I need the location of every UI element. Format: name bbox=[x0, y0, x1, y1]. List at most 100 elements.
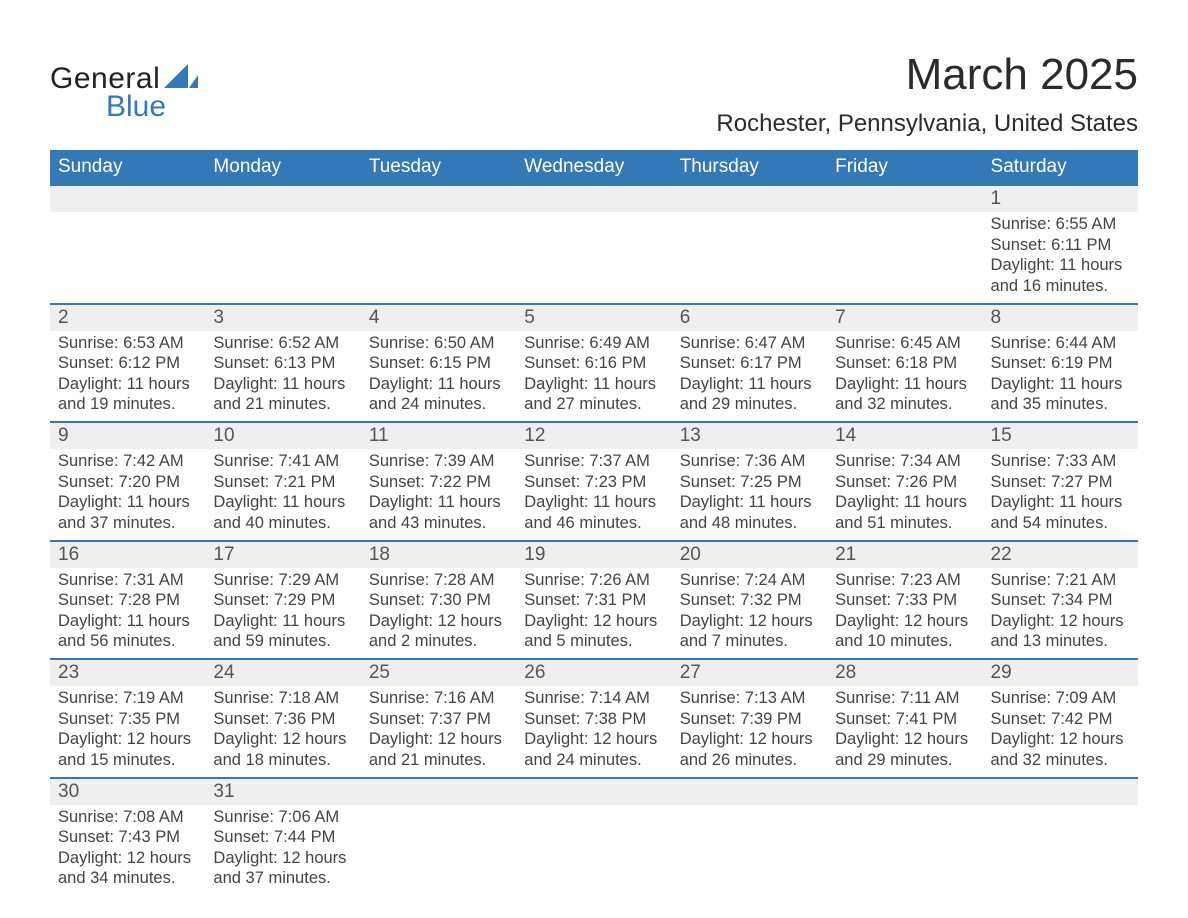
day-detail-cell bbox=[516, 212, 671, 304]
day-detail-cell: Sunrise: 7:24 AMSunset: 7:32 PMDaylight:… bbox=[672, 568, 827, 660]
daylight-line: Daylight: 12 hours and 32 minutes. bbox=[991, 729, 1130, 770]
sunset-line: Sunset: 7:22 PM bbox=[369, 472, 508, 493]
day-detail-cell: Sunrise: 7:08 AMSunset: 7:43 PMDaylight:… bbox=[50, 805, 205, 896]
sunset-line: Sunset: 7:38 PM bbox=[524, 709, 663, 730]
day-detail-cell bbox=[827, 805, 982, 896]
sunset-line: Sunset: 7:25 PM bbox=[680, 472, 819, 493]
day-detail-cell bbox=[361, 212, 516, 304]
day-number-cell: 24 bbox=[205, 659, 360, 686]
day-number-cell bbox=[361, 778, 516, 805]
day-detail-cell: Sunrise: 7:26 AMSunset: 7:31 PMDaylight:… bbox=[516, 568, 671, 660]
day-detail-row: Sunrise: 7:42 AMSunset: 7:20 PMDaylight:… bbox=[50, 449, 1138, 541]
day-number-cell: 31 bbox=[205, 778, 360, 805]
sunset-line: Sunset: 7:41 PM bbox=[835, 709, 974, 730]
sunset-line: Sunset: 6:17 PM bbox=[680, 353, 819, 374]
daylight-line: Daylight: 11 hours and 32 minutes. bbox=[835, 374, 974, 415]
day-number-cell: 4 bbox=[361, 304, 516, 331]
sunset-line: Sunset: 7:34 PM bbox=[991, 590, 1130, 611]
weekday-header: Saturday bbox=[983, 150, 1138, 185]
day-detail-cell: Sunrise: 7:16 AMSunset: 7:37 PMDaylight:… bbox=[361, 686, 516, 778]
daylight-line: Daylight: 11 hours and 27 minutes. bbox=[524, 374, 663, 415]
sunrise-line: Sunrise: 6:47 AM bbox=[680, 333, 819, 354]
logo: General Blue bbox=[50, 50, 198, 124]
day-number-cell bbox=[983, 778, 1138, 805]
sunset-line: Sunset: 6:15 PM bbox=[369, 353, 508, 374]
sunset-line: Sunset: 7:36 PM bbox=[213, 709, 352, 730]
day-number-cell: 5 bbox=[516, 304, 671, 331]
day-detail-row: Sunrise: 6:53 AMSunset: 6:12 PMDaylight:… bbox=[50, 331, 1138, 423]
daylight-line: Daylight: 11 hours and 43 minutes. bbox=[369, 492, 508, 533]
sunrise-line: Sunrise: 6:50 AM bbox=[369, 333, 508, 354]
sunrise-line: Sunrise: 7:42 AM bbox=[58, 451, 197, 472]
day-detail-cell: Sunrise: 6:47 AMSunset: 6:17 PMDaylight:… bbox=[672, 331, 827, 423]
day-detail-row: Sunrise: 6:55 AMSunset: 6:11 PMDaylight:… bbox=[50, 212, 1138, 304]
sunset-line: Sunset: 6:12 PM bbox=[58, 353, 197, 374]
day-number-cell: 3 bbox=[205, 304, 360, 331]
day-detail-cell: Sunrise: 7:31 AMSunset: 7:28 PMDaylight:… bbox=[50, 568, 205, 660]
sunset-line: Sunset: 6:19 PM bbox=[991, 353, 1130, 374]
sunrise-line: Sunrise: 7:29 AM bbox=[213, 570, 352, 591]
day-number-cell: 11 bbox=[361, 422, 516, 449]
daylight-line: Daylight: 12 hours and 7 minutes. bbox=[680, 611, 819, 652]
sunrise-line: Sunrise: 7:11 AM bbox=[835, 688, 974, 709]
day-detail-cell bbox=[672, 212, 827, 304]
sunrise-line: Sunrise: 7:08 AM bbox=[58, 807, 197, 828]
day-detail-cell bbox=[516, 805, 671, 896]
day-detail-cell bbox=[361, 805, 516, 896]
sunset-line: Sunset: 7:27 PM bbox=[991, 472, 1130, 493]
day-number-cell: 18 bbox=[361, 541, 516, 568]
daylight-line: Daylight: 11 hours and 46 minutes. bbox=[524, 492, 663, 533]
sunset-line: Sunset: 7:29 PM bbox=[213, 590, 352, 611]
day-number-cell bbox=[827, 778, 982, 805]
day-detail-cell: Sunrise: 6:55 AMSunset: 6:11 PMDaylight:… bbox=[983, 212, 1138, 304]
daylight-line: Daylight: 12 hours and 26 minutes. bbox=[680, 729, 819, 770]
daylight-line: Daylight: 11 hours and 48 minutes. bbox=[680, 492, 819, 533]
day-detail-cell: Sunrise: 7:13 AMSunset: 7:39 PMDaylight:… bbox=[672, 686, 827, 778]
sunrise-line: Sunrise: 7:13 AM bbox=[680, 688, 819, 709]
day-number-row: 3031 bbox=[50, 778, 1138, 805]
day-number-cell: 7 bbox=[827, 304, 982, 331]
sunrise-line: Sunrise: 7:31 AM bbox=[58, 570, 197, 591]
day-detail-cell: Sunrise: 7:42 AMSunset: 7:20 PMDaylight:… bbox=[50, 449, 205, 541]
day-detail-cell: Sunrise: 7:06 AMSunset: 7:44 PMDaylight:… bbox=[205, 805, 360, 896]
day-number-cell bbox=[827, 185, 982, 212]
sunrise-line: Sunrise: 7:28 AM bbox=[369, 570, 508, 591]
daylight-line: Daylight: 11 hours and 37 minutes. bbox=[58, 492, 197, 533]
sunset-line: Sunset: 6:18 PM bbox=[835, 353, 974, 374]
sunset-line: Sunset: 6:16 PM bbox=[524, 353, 663, 374]
logo-text-blue: Blue bbox=[106, 90, 166, 124]
sunset-line: Sunset: 7:30 PM bbox=[369, 590, 508, 611]
day-detail-cell: Sunrise: 7:37 AMSunset: 7:23 PMDaylight:… bbox=[516, 449, 671, 541]
day-number-cell: 29 bbox=[983, 659, 1138, 686]
sunset-line: Sunset: 7:43 PM bbox=[58, 827, 197, 848]
logo-sail-icon bbox=[164, 64, 198, 95]
day-number-cell: 28 bbox=[827, 659, 982, 686]
calendar-table: Sunday Monday Tuesday Wednesday Thursday… bbox=[50, 150, 1138, 895]
daylight-line: Daylight: 11 hours and 59 minutes. bbox=[213, 611, 352, 652]
daylight-line: Daylight: 12 hours and 5 minutes. bbox=[524, 611, 663, 652]
daylight-line: Daylight: 12 hours and 21 minutes. bbox=[369, 729, 508, 770]
day-number-cell: 25 bbox=[361, 659, 516, 686]
calendar-body: 1 Sunrise: 6:55 AMSunset: 6:11 PMDayligh… bbox=[50, 185, 1138, 895]
day-detail-cell: Sunrise: 7:33 AMSunset: 7:27 PMDaylight:… bbox=[983, 449, 1138, 541]
sunrise-line: Sunrise: 7:36 AM bbox=[680, 451, 819, 472]
sunset-line: Sunset: 7:32 PM bbox=[680, 590, 819, 611]
day-number-cell: 13 bbox=[672, 422, 827, 449]
daylight-line: Daylight: 11 hours and 29 minutes. bbox=[680, 374, 819, 415]
day-detail-cell: Sunrise: 6:50 AMSunset: 6:15 PMDaylight:… bbox=[361, 331, 516, 423]
weekday-header: Tuesday bbox=[361, 150, 516, 185]
sunrise-line: Sunrise: 6:49 AM bbox=[524, 333, 663, 354]
sunset-line: Sunset: 7:23 PM bbox=[524, 472, 663, 493]
day-number-cell: 14 bbox=[827, 422, 982, 449]
weekday-header-row: Sunday Monday Tuesday Wednesday Thursday… bbox=[50, 150, 1138, 185]
day-number-cell: 2 bbox=[50, 304, 205, 331]
sunset-line: Sunset: 6:11 PM bbox=[991, 235, 1130, 256]
month-title: March 2025 bbox=[716, 50, 1138, 100]
day-number-cell: 9 bbox=[50, 422, 205, 449]
daylight-line: Daylight: 12 hours and 10 minutes. bbox=[835, 611, 974, 652]
day-number-cell: 15 bbox=[983, 422, 1138, 449]
day-number-cell: 8 bbox=[983, 304, 1138, 331]
weekday-header: Friday bbox=[827, 150, 982, 185]
sunrise-line: Sunrise: 7:39 AM bbox=[369, 451, 508, 472]
daylight-line: Daylight: 11 hours and 21 minutes. bbox=[213, 374, 352, 415]
